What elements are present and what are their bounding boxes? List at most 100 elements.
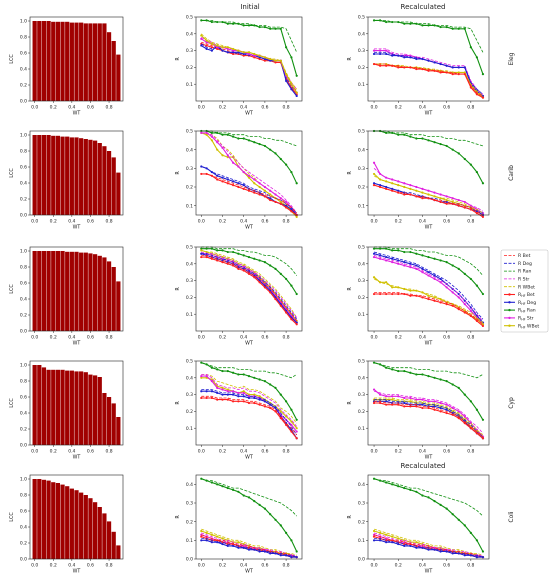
point-coli-bet-6 <box>232 542 235 546</box>
y-axis-label: R <box>347 401 353 405</box>
point-coli-ran-15 <box>463 524 466 527</box>
y-tick-label: 0.4 <box>186 147 193 153</box>
point-hum-ran-3 <box>391 249 394 252</box>
point-carib-wbet-4 <box>221 154 224 157</box>
point-coli-str-2 <box>385 537 388 540</box>
point-hum-bet-5 <box>403 292 406 296</box>
point-eleg-ran-6 <box>232 22 235 25</box>
bar-carib-16 <box>106 151 112 215</box>
point-cyp-bet-18 <box>481 437 485 440</box>
point-coli-wbet-3 <box>216 535 219 538</box>
point-hum-wbet-9 <box>427 294 430 297</box>
point-cyp-wbet-6 <box>409 400 412 403</box>
x-tick-label: 0.2 <box>219 105 226 111</box>
point-cyp-bet-4 <box>397 403 400 406</box>
line-eleg-wbet-rhf <box>200 35 298 93</box>
point-eleg-ran-0 <box>200 19 203 22</box>
x-axis-label: WT <box>425 341 433 347</box>
bar-eleg-1 <box>37 21 42 101</box>
point-eleg-deg-2 <box>385 52 388 56</box>
y-tick-label: 0.4 <box>20 411 27 417</box>
y-tick-label: 0.8 <box>20 493 27 499</box>
point-carib-wbet-11 <box>439 197 442 200</box>
point-hum-ran-0 <box>372 247 376 250</box>
point-carib-wbet-3 <box>391 182 394 185</box>
point-eleg-wbet-7 <box>237 49 240 52</box>
point-cyp-ran-7 <box>415 373 418 376</box>
y-tick-label: 0.3 <box>186 48 193 54</box>
point-hum-wbet-11 <box>439 297 442 301</box>
x-tick-label: 0.8 <box>105 105 112 111</box>
panel-hum-initial: 0.1 0.2 0.3 0.4 0.5 0.0 0.2 0.4 0.6 0.8 WT R <box>175 245 303 347</box>
point-cyp-bet-8 <box>242 400 245 403</box>
y-axis-label: R <box>347 515 353 519</box>
point-hum-str-0 <box>372 255 376 259</box>
y-tick-label: 0.5 <box>358 15 365 21</box>
point-hum-str-8 <box>421 271 424 274</box>
point-eleg-deg-11 <box>439 62 442 66</box>
bar-cyp-18 <box>116 417 121 445</box>
point-eleg-bet-8 <box>242 54 245 57</box>
bar-hum-18 <box>116 281 121 331</box>
point-carib-str-6 <box>409 184 412 187</box>
point-carib-deg-1 <box>379 184 382 187</box>
axes-frame <box>29 130 124 216</box>
point-coli-ran-13 <box>451 513 454 516</box>
point-eleg-str-0 <box>200 37 203 40</box>
y-tick-label: 0.4 <box>186 482 193 488</box>
point-eleg-ran-16 <box>469 46 472 49</box>
point-carib-wbet-4 <box>397 184 400 187</box>
x-axis-label: WT <box>425 569 433 575</box>
y-tick-label: 0.4 <box>358 31 365 37</box>
point-coli-ran-15 <box>279 524 282 527</box>
point-carib-str-16 <box>285 200 288 204</box>
y-tick-label: 0.3 <box>358 501 365 507</box>
bar-coli-4 <box>51 482 56 559</box>
point-hum-bet-0 <box>372 292 376 296</box>
x-tick-label: 0.6 <box>443 449 450 455</box>
point-coli-deg-1 <box>205 539 208 542</box>
point-coli-deg-13 <box>451 552 454 555</box>
point-hum-bet-4 <box>397 292 400 296</box>
legend-label-sub: HF <box>521 302 525 306</box>
point-cyp-bet-12 <box>445 411 448 415</box>
bar-hum-16 <box>106 261 112 331</box>
point-hum-str-13 <box>451 291 454 294</box>
point-carib-bet-11 <box>258 193 261 196</box>
point-cyp-ran-16 <box>285 400 288 403</box>
bar-eleg-3 <box>46 21 51 101</box>
point-cyp-wbet-9 <box>247 393 251 396</box>
bar-hum-1 <box>37 251 42 331</box>
point-hum-bet-13 <box>451 304 454 307</box>
point-carib-bet-16 <box>285 206 288 209</box>
point-carib-bet-4 <box>221 180 224 183</box>
point-coli-deg-12 <box>445 550 448 553</box>
point-carib-str-10 <box>433 191 436 194</box>
x-tick-label: 0.4 <box>240 449 247 455</box>
point-carib-bet-4 <box>397 191 400 194</box>
bar-cyp-13 <box>92 375 98 445</box>
point-carib-ran-3 <box>391 131 394 134</box>
bar-hum-14 <box>97 255 102 331</box>
point-eleg-wbet-16 <box>285 73 288 76</box>
point-eleg-ran-0 <box>372 19 376 22</box>
point-carib-ran-2 <box>210 131 213 134</box>
point-cyp-bet-7 <box>415 405 418 408</box>
point-cyp-ran-17 <box>290 408 293 411</box>
y-tick-label: 0.1 <box>186 203 193 209</box>
point-cyp-bet-16 <box>285 423 288 426</box>
point-hum-bet-0 <box>200 255 203 259</box>
point-cyp-wbet-8 <box>421 401 424 405</box>
point-cyp-deg-0 <box>200 390 203 393</box>
point-carib-deg-7 <box>237 182 240 185</box>
point-coli-bet-6 <box>409 542 412 546</box>
point-carib-bet-8 <box>421 197 424 200</box>
point-cyp-deg-8 <box>242 395 245 398</box>
line-eleg-bet-r <box>374 63 484 97</box>
y-tick-label: 0.6 <box>20 51 27 57</box>
point-carib-bet-12 <box>263 195 266 198</box>
point-carib-ran-6 <box>409 135 412 138</box>
panel-carib-recalculated: 0.1 0.2 0.3 0.4 0.5 0.0 0.2 0.4 0.6 0.8 WT R <box>347 129 490 231</box>
legend-marker-6 <box>508 301 511 304</box>
point-cyp-str-18 <box>295 430 298 433</box>
